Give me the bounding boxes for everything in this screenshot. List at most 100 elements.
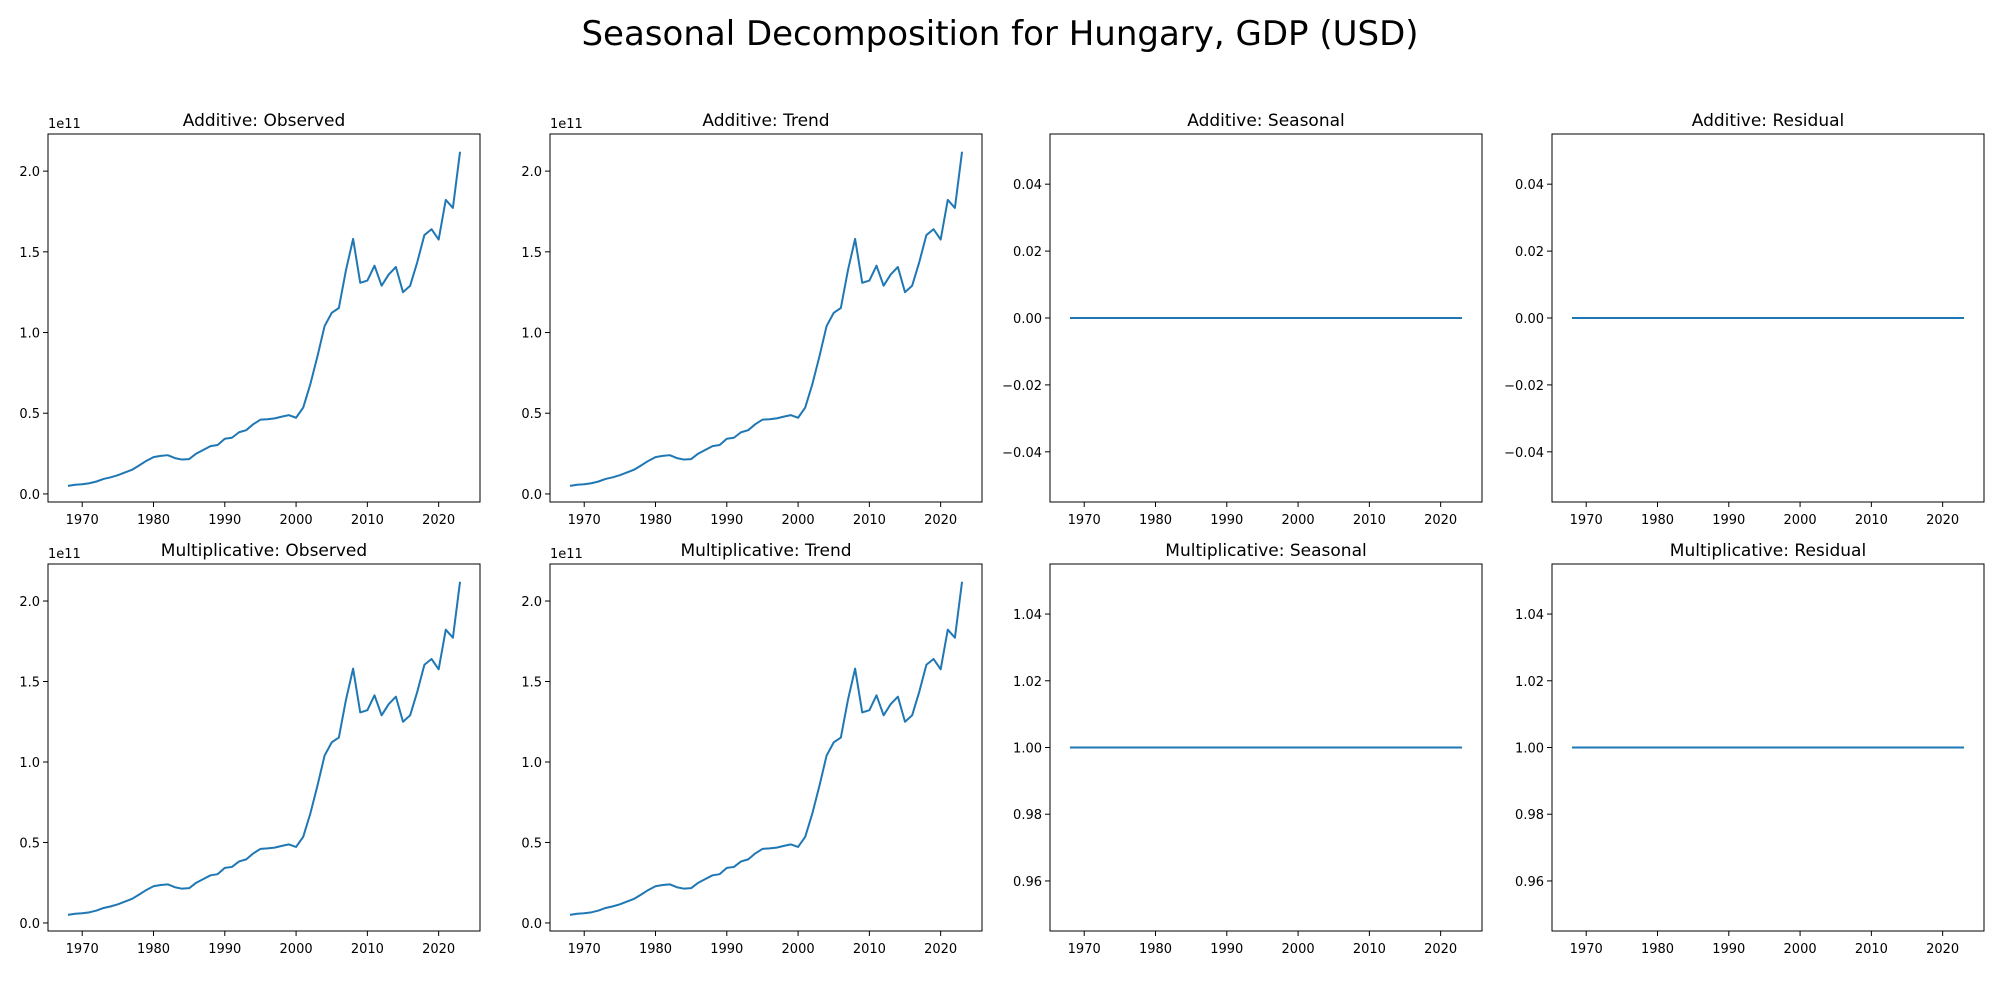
series-line: [569, 151, 964, 487]
y-tick-label: 1.0: [521, 327, 542, 342]
x-tick-label: 2010: [351, 942, 384, 957]
subplot-title: Additive: Residual: [1692, 111, 1844, 131]
x-tick-label: 2020: [1926, 942, 1959, 957]
axes-frame: [47, 563, 481, 932]
x-tick-label: 1990: [1712, 513, 1745, 528]
x-tick-label: 1990: [1210, 942, 1243, 957]
y-tick-label: 0.0: [19, 488, 40, 503]
x-tick-label: 2000: [1282, 513, 1315, 528]
y-tick-label: 1.02: [1515, 675, 1544, 690]
x-tick-label: 2000: [280, 513, 313, 528]
y-tick-label: 0.5: [521, 836, 542, 851]
x-tick-label: 2000: [1784, 942, 1817, 957]
y-tick-label: 0.98: [1515, 808, 1544, 823]
subplot-title: Multiplicative: Observed: [161, 541, 367, 561]
subplot-title: Multiplicative: Residual: [1670, 541, 1866, 561]
subplot-2: Additive: Trend 1e11 1970 1980 1990 2000 2010 2…: [521, 111, 983, 528]
x-tick-label: 1990: [208, 513, 241, 528]
y-tick-label: 1.0: [19, 327, 40, 342]
axes-frame: [549, 563, 983, 932]
y-tick-label: 0.02: [1515, 245, 1544, 260]
subplot-4: Additive: Residual 1970 1980 1990 2000 2010 20…: [1504, 111, 1985, 528]
y-tick-label: 1.0: [521, 756, 542, 771]
x-tick-label: 2000: [1282, 942, 1315, 957]
x-tick-label: 1970: [1570, 513, 1603, 528]
series-line: [67, 151, 462, 487]
x-tick-label: 1990: [208, 942, 241, 957]
y-tick-label: −0.02: [1002, 379, 1042, 394]
subplot-7: Multiplicative: Seasonal 1970 1980 1990 2000…: [1013, 541, 1483, 957]
x-tick-label: 1970: [568, 513, 601, 528]
x-tick-label: 2000: [782, 942, 815, 957]
x-tick-label: 2010: [853, 513, 886, 528]
x-tick-label: 2020: [924, 942, 957, 957]
x-tick-label: 1990: [710, 942, 743, 957]
y-tick-label: 1.04: [1515, 608, 1544, 623]
x-tick-label: 2010: [1855, 942, 1888, 957]
y-tick-label: 0.0: [19, 917, 40, 932]
x-tick-label: 2010: [1353, 513, 1386, 528]
y-tick-label: 0.00: [1515, 312, 1544, 327]
x-tick-label: 1980: [639, 942, 672, 957]
x-tick-label: 1970: [1570, 942, 1603, 957]
y-tick-label: 0.0: [521, 488, 542, 503]
x-tick-label: 2020: [1424, 942, 1457, 957]
subplot-5: Multiplicative: Observed 1e11 1970 1980 1990…: [19, 541, 481, 957]
y-tick-label: 2.0: [521, 595, 542, 610]
x-tick-label: 2020: [924, 513, 957, 528]
x-tick-label: 2020: [1424, 513, 1457, 528]
y-tick-label: 0.04: [1515, 178, 1544, 193]
x-tick-label: 1970: [1068, 942, 1101, 957]
x-tick-label: 1990: [1712, 942, 1745, 957]
subplot-3: Additive: Seasonal 1970 1980 1990 2000 2010 20…: [1002, 111, 1483, 528]
subplot-title: Additive: Observed: [183, 111, 345, 131]
y-tick-label: 1.00: [1013, 742, 1042, 757]
subplot-6: Multiplicative: Trend 1e11 1970 1980 1990 200…: [521, 541, 983, 957]
x-tick-label: 1970: [66, 942, 99, 957]
x-tick-label: 2020: [422, 513, 455, 528]
y-tick-label: 2.0: [19, 165, 40, 180]
series-line: [569, 581, 964, 916]
y-tick-label: 1.04: [1013, 608, 1042, 623]
offset-text: 1e11: [48, 547, 81, 562]
y-tick-label: 0.5: [521, 407, 542, 422]
offset-text: 1e11: [550, 547, 583, 562]
y-tick-label: 1.5: [19, 246, 40, 261]
x-tick-label: 2020: [1926, 513, 1959, 528]
x-tick-label: 1970: [1068, 513, 1101, 528]
y-tick-label: 0.00: [1013, 312, 1042, 327]
y-tick-label: −0.04: [1002, 446, 1042, 461]
y-tick-label: 1.00: [1515, 742, 1544, 757]
x-tick-label: 2000: [782, 513, 815, 528]
x-tick-label: 1970: [66, 513, 99, 528]
y-tick-label: 1.02: [1013, 675, 1042, 690]
y-tick-label: 1.5: [19, 676, 40, 691]
x-tick-label: 1980: [1139, 513, 1172, 528]
y-tick-label: 0.5: [19, 836, 40, 851]
x-tick-label: 2010: [1855, 513, 1888, 528]
y-tick-label: 1.5: [521, 246, 542, 261]
y-tick-label: 0.98: [1013, 808, 1042, 823]
y-tick-label: 0.04: [1013, 178, 1042, 193]
x-tick-label: 2000: [1784, 513, 1817, 528]
y-tick-label: 0.96: [1013, 875, 1042, 890]
panels: Additive: Observed 1e11 1970 1980 1990 2000 20…: [19, 111, 1985, 957]
y-tick-label: 0.96: [1515, 875, 1544, 890]
subplot-8: Multiplicative: Residual 1970 1980 1990 2000…: [1515, 541, 1985, 957]
x-tick-label: 1980: [137, 942, 170, 957]
y-tick-label: −0.04: [1504, 446, 1544, 461]
y-tick-label: 0.5: [19, 407, 40, 422]
y-tick-label: 1.5: [521, 676, 542, 691]
x-tick-label: 1980: [639, 513, 672, 528]
x-tick-label: 1990: [710, 513, 743, 528]
series-line: [67, 581, 462, 916]
offset-text: 1e11: [48, 117, 81, 132]
y-tick-label: 2.0: [521, 165, 542, 180]
x-tick-label: 2020: [422, 942, 455, 957]
x-tick-label: 1980: [1139, 942, 1172, 957]
offset-text: 1e11: [550, 117, 583, 132]
subplot-1: Additive: Observed 1e11 1970 1980 1990 2000 20…: [19, 111, 481, 528]
x-tick-label: 1990: [1210, 513, 1243, 528]
